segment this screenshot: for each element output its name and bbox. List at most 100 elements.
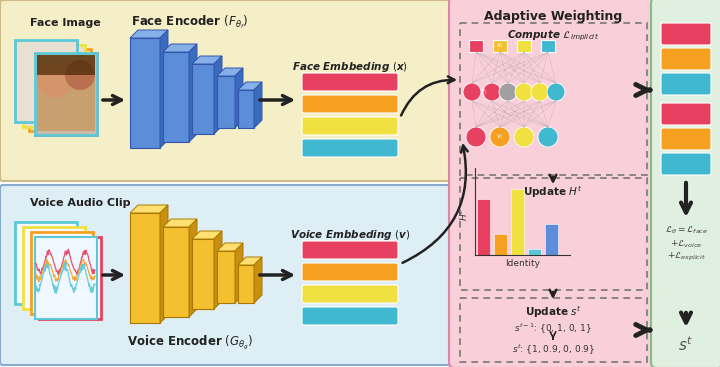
Polygon shape — [189, 219, 197, 317]
Text: $x_i$: $x_i$ — [496, 41, 504, 51]
Circle shape — [463, 83, 481, 101]
Polygon shape — [235, 68, 243, 128]
Bar — [37, 55, 95, 75]
Polygon shape — [192, 231, 222, 239]
Circle shape — [483, 83, 501, 101]
Bar — [39, 237, 101, 319]
Polygon shape — [160, 30, 168, 148]
Polygon shape — [189, 44, 197, 142]
Polygon shape — [130, 30, 168, 38]
FancyBboxPatch shape — [661, 48, 711, 70]
Bar — [477, 199, 490, 255]
FancyBboxPatch shape — [302, 307, 398, 325]
FancyBboxPatch shape — [661, 73, 711, 95]
Bar — [511, 189, 524, 255]
Text: Face Encoder $(F_{\theta_f})$: Face Encoder $(F_{\theta_f})$ — [131, 13, 248, 30]
Bar — [35, 237, 97, 319]
Text: Face Embbeding $({\boldsymbol{x}})$: Face Embbeding $({\boldsymbol{x}})$ — [292, 60, 408, 74]
Bar — [163, 227, 189, 317]
Bar — [545, 224, 558, 255]
Bar — [469, 40, 483, 52]
Bar — [541, 40, 555, 52]
Polygon shape — [214, 56, 222, 134]
Bar — [31, 232, 93, 314]
Bar — [238, 90, 254, 128]
Polygon shape — [238, 257, 262, 265]
Polygon shape — [160, 205, 168, 323]
Bar — [35, 53, 97, 135]
Polygon shape — [254, 82, 262, 128]
Circle shape — [37, 62, 73, 98]
Circle shape — [515, 83, 533, 101]
FancyBboxPatch shape — [661, 153, 711, 175]
FancyBboxPatch shape — [302, 139, 398, 157]
FancyBboxPatch shape — [449, 0, 658, 367]
Circle shape — [538, 127, 558, 147]
Polygon shape — [192, 56, 222, 64]
FancyBboxPatch shape — [661, 128, 711, 150]
Bar — [130, 38, 160, 148]
Text: Compute $\mathcal{L}_{implicit}$: Compute $\mathcal{L}_{implicit}$ — [507, 29, 599, 43]
Bar — [15, 40, 77, 122]
Text: Update $H^t$: Update $H^t$ — [523, 184, 582, 200]
Text: $H^t$: $H^t$ — [458, 209, 470, 221]
Circle shape — [499, 83, 517, 101]
Text: $s^{t-1}$: {0, 1, 0, 1}: $s^{t-1}$: {0, 1, 0, 1} — [514, 322, 592, 336]
Polygon shape — [214, 231, 222, 309]
Circle shape — [490, 127, 510, 147]
Bar — [192, 64, 214, 134]
Bar — [493, 40, 507, 52]
FancyBboxPatch shape — [302, 285, 398, 303]
FancyBboxPatch shape — [302, 95, 398, 113]
Bar — [15, 222, 77, 304]
Bar — [517, 40, 531, 52]
Bar — [494, 234, 507, 255]
Text: Update $s^t$: Update $s^t$ — [525, 304, 582, 320]
Polygon shape — [217, 68, 243, 76]
FancyBboxPatch shape — [302, 73, 398, 91]
Text: Voice Audio Clip: Voice Audio Clip — [30, 198, 130, 208]
Bar — [23, 227, 85, 309]
Circle shape — [65, 60, 95, 90]
Text: Face Image: Face Image — [30, 18, 101, 28]
Text: $s^t$: {1, 0.9, 0, 0.9}: $s^t$: {1, 0.9, 0, 0.9} — [512, 343, 595, 357]
Bar — [217, 76, 235, 128]
FancyBboxPatch shape — [651, 0, 720, 367]
Circle shape — [466, 127, 486, 147]
Bar — [528, 250, 541, 255]
FancyBboxPatch shape — [0, 0, 454, 181]
FancyBboxPatch shape — [302, 263, 398, 281]
Polygon shape — [163, 219, 197, 227]
Bar — [238, 265, 254, 303]
Polygon shape — [254, 257, 262, 303]
FancyBboxPatch shape — [661, 23, 711, 45]
Bar — [35, 53, 97, 135]
Circle shape — [547, 83, 565, 101]
Text: Voice Embbeding $({\boldsymbol{v}})$: Voice Embbeding $({\boldsymbol{v}})$ — [289, 228, 410, 242]
Text: Identity: Identity — [505, 259, 540, 268]
Circle shape — [531, 83, 549, 101]
Polygon shape — [163, 44, 197, 52]
Text: $y_i$: $y_i$ — [480, 87, 488, 97]
Polygon shape — [238, 82, 262, 90]
Text: $s^t$: $s^t$ — [678, 336, 693, 355]
FancyBboxPatch shape — [0, 185, 454, 365]
Bar — [29, 49, 91, 131]
Circle shape — [514, 127, 534, 147]
Text: Voice Encoder $(G_{\theta_g})$: Voice Encoder $(G_{\theta_g})$ — [127, 334, 253, 352]
FancyBboxPatch shape — [302, 117, 398, 135]
Polygon shape — [235, 243, 243, 303]
Text: Adaptive Weighting: Adaptive Weighting — [484, 10, 622, 23]
Bar — [217, 251, 235, 303]
Bar — [192, 239, 214, 309]
Polygon shape — [130, 205, 168, 213]
Polygon shape — [217, 243, 243, 251]
FancyBboxPatch shape — [661, 103, 711, 125]
Bar — [37, 55, 95, 131]
Text: $\mathcal{L}_{\theta} = \mathcal{L}_{face}$
$+ \mathcal{L}_{voice}$
$+ \mathcal{: $\mathcal{L}_{\theta} = \mathcal{L}_{fac… — [665, 225, 708, 263]
Bar — [163, 52, 189, 142]
Text: $v_i$: $v_i$ — [496, 132, 504, 142]
Bar — [23, 45, 85, 127]
Bar — [130, 213, 160, 323]
FancyBboxPatch shape — [302, 241, 398, 259]
